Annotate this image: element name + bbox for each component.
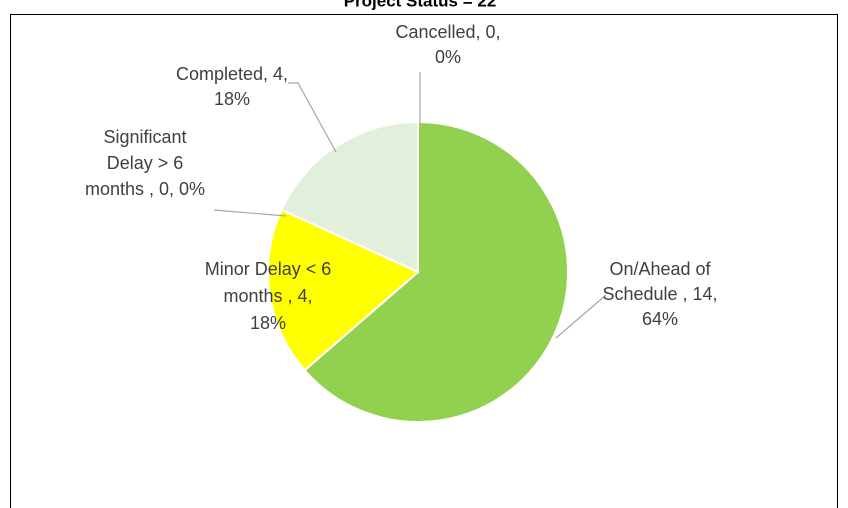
data-label: 18% [214, 89, 250, 109]
data-label: 64% [642, 309, 678, 329]
pie-slice [267, 208, 420, 372]
data-label: On/Ahead of [609, 259, 711, 279]
data-label: 18% [250, 313, 286, 333]
pie-slice [303, 120, 569, 423]
leader-line [555, 294, 607, 339]
data-label: months , 0, 0% [85, 179, 205, 199]
data-label: Completed, 4, [176, 64, 288, 84]
pie-slice [280, 120, 419, 274]
data-label: 0% [435, 47, 461, 67]
chart-title: Project Status = 22 [344, 0, 497, 10]
data-label: months , 4, [223, 286, 312, 306]
data-label: Delay > 6 [107, 153, 184, 173]
data-label: Schedule , 14, [602, 284, 717, 304]
data-label: Minor Delay < 6 [205, 259, 332, 279]
data-label: Cancelled, 0, [395, 22, 500, 42]
leader-line [288, 82, 337, 153]
data-label: Significant [103, 127, 186, 147]
leader-line [213, 209, 287, 217]
